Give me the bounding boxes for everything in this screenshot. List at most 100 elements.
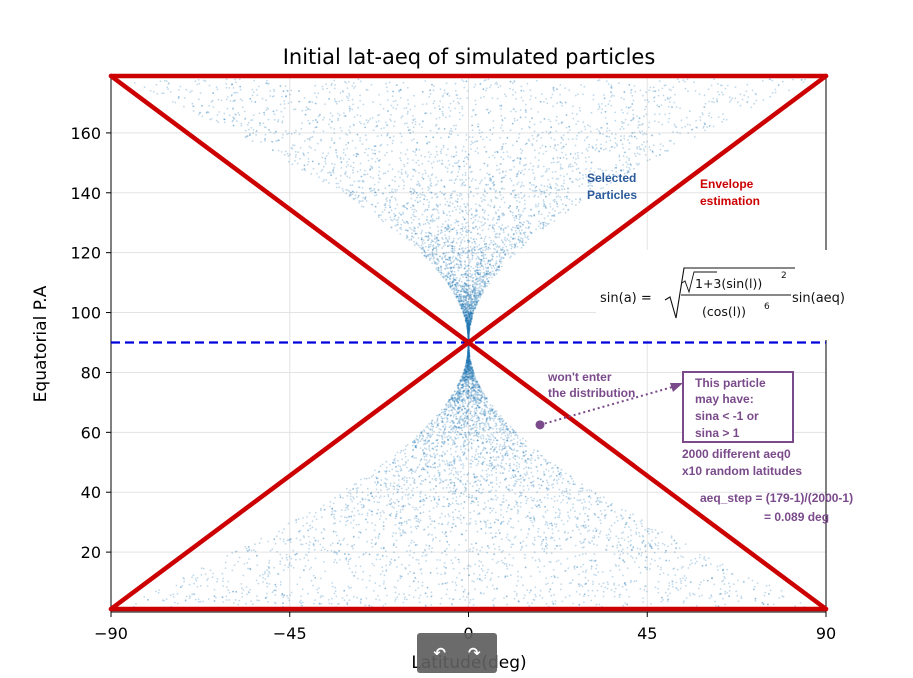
scatter-point (468, 287, 471, 289)
scatter-point (352, 519, 355, 521)
scatter-point (466, 376, 468, 379)
scatter-point (498, 236, 500, 239)
scatter-point (326, 87, 329, 90)
scatter-point (461, 114, 464, 117)
scatter-point (661, 123, 663, 126)
scatter-point (589, 497, 592, 499)
scatter-point (366, 512, 369, 515)
scatter-point (169, 91, 172, 93)
scatter-point (493, 224, 496, 227)
scatter-point (488, 507, 491, 509)
scatter-point (642, 540, 645, 543)
scatter-point (285, 556, 288, 559)
scatter-point (330, 137, 333, 140)
scatter-point (611, 575, 614, 578)
scatter-point (552, 105, 555, 108)
scatter-point (606, 544, 608, 547)
scatter-point (352, 154, 355, 157)
scatter-point (445, 116, 447, 119)
scatter-point (483, 396, 486, 399)
scatter-point (226, 586, 228, 588)
scatter-point (209, 118, 212, 121)
scatter-point (386, 488, 389, 491)
scatter-point (466, 378, 469, 380)
scatter-point (442, 276, 445, 279)
scatter-point (680, 555, 683, 557)
scatter-point (348, 158, 350, 161)
scatter-point (476, 289, 479, 292)
scatter-point (574, 94, 577, 97)
scatter-point (664, 591, 667, 594)
scatter-point (740, 595, 743, 598)
scatter-point (469, 272, 472, 275)
scatter-point (654, 559, 656, 562)
scatter-point (157, 591, 160, 594)
scatter-point (426, 595, 429, 598)
scatter-point (423, 194, 425, 197)
scatter-point (289, 594, 291, 597)
scatter-point (458, 267, 461, 269)
scatter-point (596, 128, 599, 131)
scatter-point (393, 459, 396, 462)
scatter-point (468, 331, 470, 334)
scatter-point (401, 478, 404, 480)
scatter-point (533, 551, 536, 554)
scatter-point (676, 131, 679, 134)
scatter-point (446, 438, 449, 441)
scatter-point (452, 420, 455, 422)
scatter-point (254, 543, 256, 546)
scatter-point (459, 518, 462, 521)
scatter-point (348, 94, 351, 97)
scatter-point (401, 496, 404, 498)
scatter-point (467, 352, 470, 355)
scatter-point (590, 559, 592, 562)
scatter-point (616, 546, 619, 549)
scatter-point (370, 83, 373, 86)
scatter-point (497, 529, 500, 531)
scatter-point (573, 497, 576, 499)
scatter-point (464, 448, 467, 450)
scatter-point (453, 206, 456, 209)
scatter-point (710, 84, 713, 87)
scatter-point (363, 477, 366, 480)
scatter-point (447, 404, 450, 407)
scatter-point (474, 563, 477, 566)
scatter-point (346, 603, 349, 606)
scatter-point (255, 130, 258, 133)
scatter-point (349, 489, 352, 492)
scatter-point (464, 272, 466, 275)
scatter-point (510, 168, 513, 171)
scatter-point (299, 543, 302, 546)
scatter-point (414, 471, 416, 473)
scatter-point (391, 219, 394, 222)
scatter-point (520, 184, 523, 187)
scatter-point (297, 151, 300, 154)
scatter-point (562, 203, 564, 206)
scatter-point (424, 208, 427, 211)
scatter-point (365, 597, 368, 600)
scatter-point (512, 144, 514, 147)
scatter-point (502, 561, 504, 564)
scatter-point (225, 599, 228, 601)
scatter-point (411, 139, 413, 142)
scatter-point (722, 572, 725, 575)
scatter-point (520, 96, 523, 99)
scatter-point (314, 84, 317, 87)
scatter-point (650, 558, 653, 560)
scatter-point (769, 95, 772, 98)
scatter-point (477, 294, 479, 297)
scatter-point (489, 412, 492, 415)
scatter-point (500, 108, 502, 111)
scatter-point (469, 565, 472, 568)
scatter-point (543, 458, 545, 461)
scatter-point (584, 524, 587, 526)
scatter-point (505, 510, 508, 513)
scatter-point (600, 126, 603, 129)
scatter-point (502, 420, 504, 423)
scatter-point (552, 161, 555, 164)
scatter-point (418, 437, 421, 439)
scatter-point (707, 557, 710, 560)
scatter-point (391, 468, 394, 471)
scatter-point (557, 212, 560, 215)
scatter-point (543, 531, 546, 534)
